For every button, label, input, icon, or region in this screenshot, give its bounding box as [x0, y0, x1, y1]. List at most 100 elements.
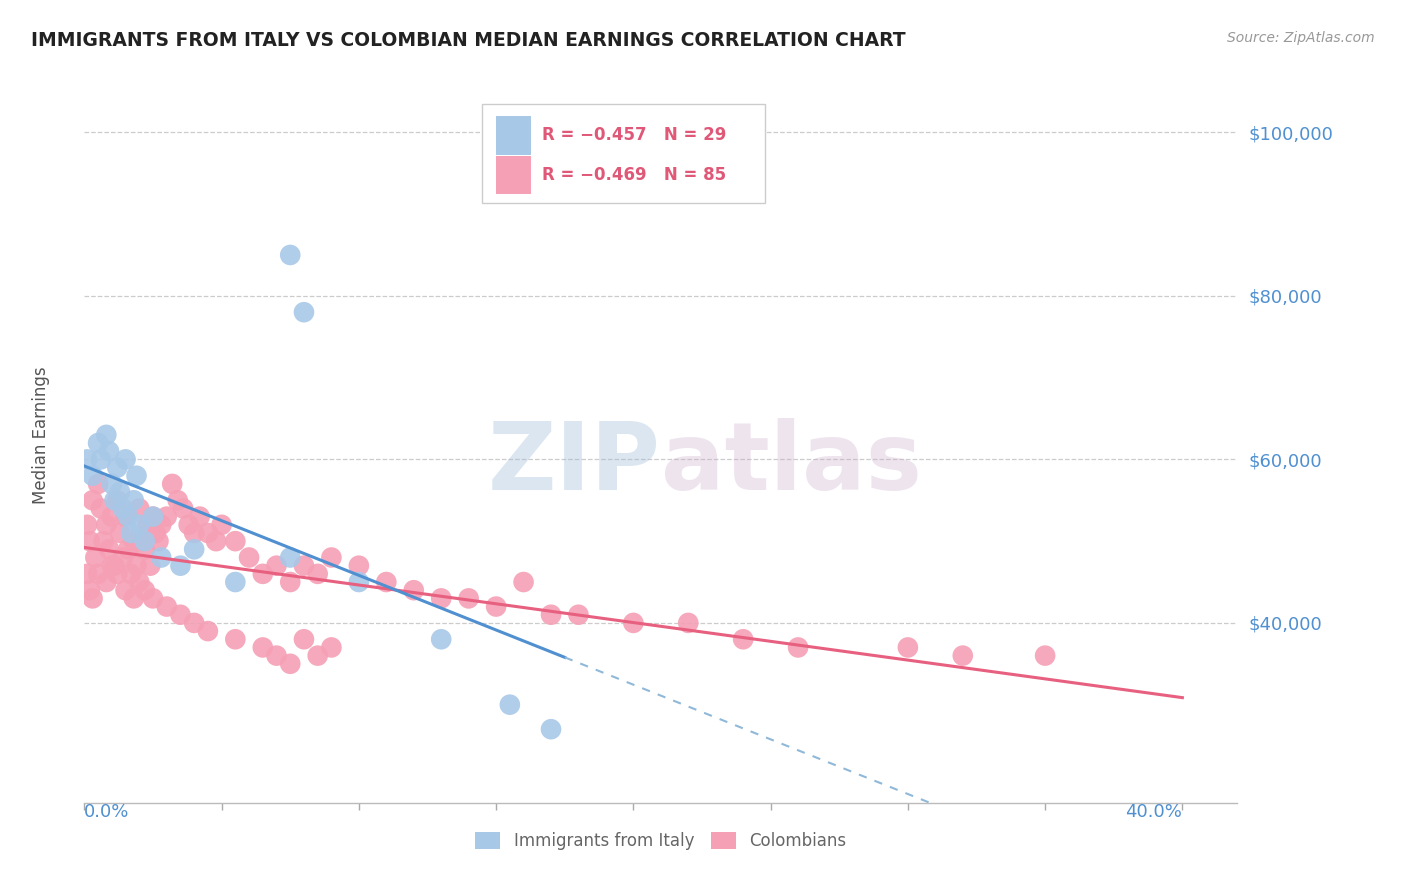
Point: [952, 648, 974, 663]
Point: [142, 509, 165, 524]
Point: [120, 566, 142, 581]
Point: [292, 632, 315, 647]
Point: [402, 583, 425, 598]
Point: [96, 427, 118, 442]
Point: [96, 517, 118, 532]
Point: [172, 501, 194, 516]
Point: [114, 583, 136, 598]
Bar: [496, 156, 530, 194]
Point: [621, 615, 644, 630]
Point: [224, 534, 246, 549]
Point: [90, 501, 112, 516]
Point: [111, 501, 134, 516]
Point: [134, 583, 156, 598]
Point: [145, 525, 167, 540]
Point: [84, 550, 107, 565]
Point: [76, 566, 98, 581]
Point: [150, 550, 173, 565]
Point: [117, 542, 139, 557]
Point: [105, 566, 128, 581]
Point: [139, 558, 162, 573]
Point: [156, 599, 179, 614]
Point: [122, 591, 145, 606]
Point: [108, 485, 131, 500]
Point: [485, 599, 508, 614]
Point: [307, 648, 329, 663]
Point: [183, 615, 205, 630]
Point: [79, 583, 101, 598]
Point: [205, 534, 228, 549]
Point: [125, 558, 148, 573]
Point: [90, 452, 112, 467]
Point: [197, 624, 219, 639]
Text: atlas: atlas: [661, 418, 922, 510]
Text: 40.0%: 40.0%: [1126, 803, 1182, 821]
Point: [128, 517, 150, 532]
Point: [101, 509, 124, 524]
Point: [87, 436, 110, 450]
Point: [101, 558, 124, 573]
Point: [266, 558, 288, 573]
Text: ZIP: ZIP: [488, 418, 661, 510]
Point: [457, 591, 479, 606]
Point: [111, 550, 134, 565]
Point: [278, 550, 301, 565]
Point: [733, 632, 755, 647]
Point: [134, 542, 156, 557]
Point: [76, 452, 98, 467]
Point: [98, 542, 121, 557]
Point: [252, 640, 274, 655]
Point: [125, 468, 148, 483]
Point: [103, 558, 125, 573]
Point: [430, 591, 453, 606]
Point: [540, 607, 562, 622]
Point: [120, 525, 142, 540]
Point: [160, 476, 183, 491]
Point: [122, 534, 145, 549]
Point: [82, 591, 104, 606]
Point: [177, 517, 200, 532]
Point: [278, 657, 301, 671]
Point: [307, 566, 329, 581]
Point: [321, 640, 343, 655]
Point: [567, 607, 589, 622]
Point: [148, 534, 170, 549]
Text: Median Earnings: Median Earnings: [31, 366, 49, 504]
Text: R = −0.457   N = 29: R = −0.457 N = 29: [543, 127, 727, 145]
Point: [82, 468, 104, 483]
Point: [98, 444, 121, 458]
Point: [134, 534, 156, 549]
Point: [105, 460, 128, 475]
Legend: Immigrants from Italy, Colombians: Immigrants from Italy, Colombians: [468, 825, 853, 857]
Point: [114, 452, 136, 467]
Point: [512, 574, 534, 589]
Point: [292, 558, 315, 573]
Bar: [496, 116, 530, 154]
Point: [347, 558, 370, 573]
Text: 0.0%: 0.0%: [84, 803, 129, 821]
Point: [183, 542, 205, 557]
Point: [156, 509, 179, 524]
Point: [430, 632, 453, 647]
Point: [108, 525, 131, 540]
Point: [197, 525, 219, 540]
Point: [117, 509, 139, 524]
Point: [211, 517, 233, 532]
Point: [787, 640, 810, 655]
FancyBboxPatch shape: [482, 103, 765, 203]
Point: [114, 509, 136, 524]
Point: [224, 632, 246, 647]
Point: [136, 517, 159, 532]
Point: [166, 493, 188, 508]
Point: [678, 615, 700, 630]
Point: [96, 574, 118, 589]
Point: [278, 248, 301, 262]
Point: [128, 574, 150, 589]
Point: [540, 723, 562, 737]
Point: [105, 493, 128, 508]
Point: [103, 493, 125, 508]
Point: [142, 591, 165, 606]
Point: [169, 558, 191, 573]
Point: [101, 476, 124, 491]
Point: [131, 534, 153, 549]
